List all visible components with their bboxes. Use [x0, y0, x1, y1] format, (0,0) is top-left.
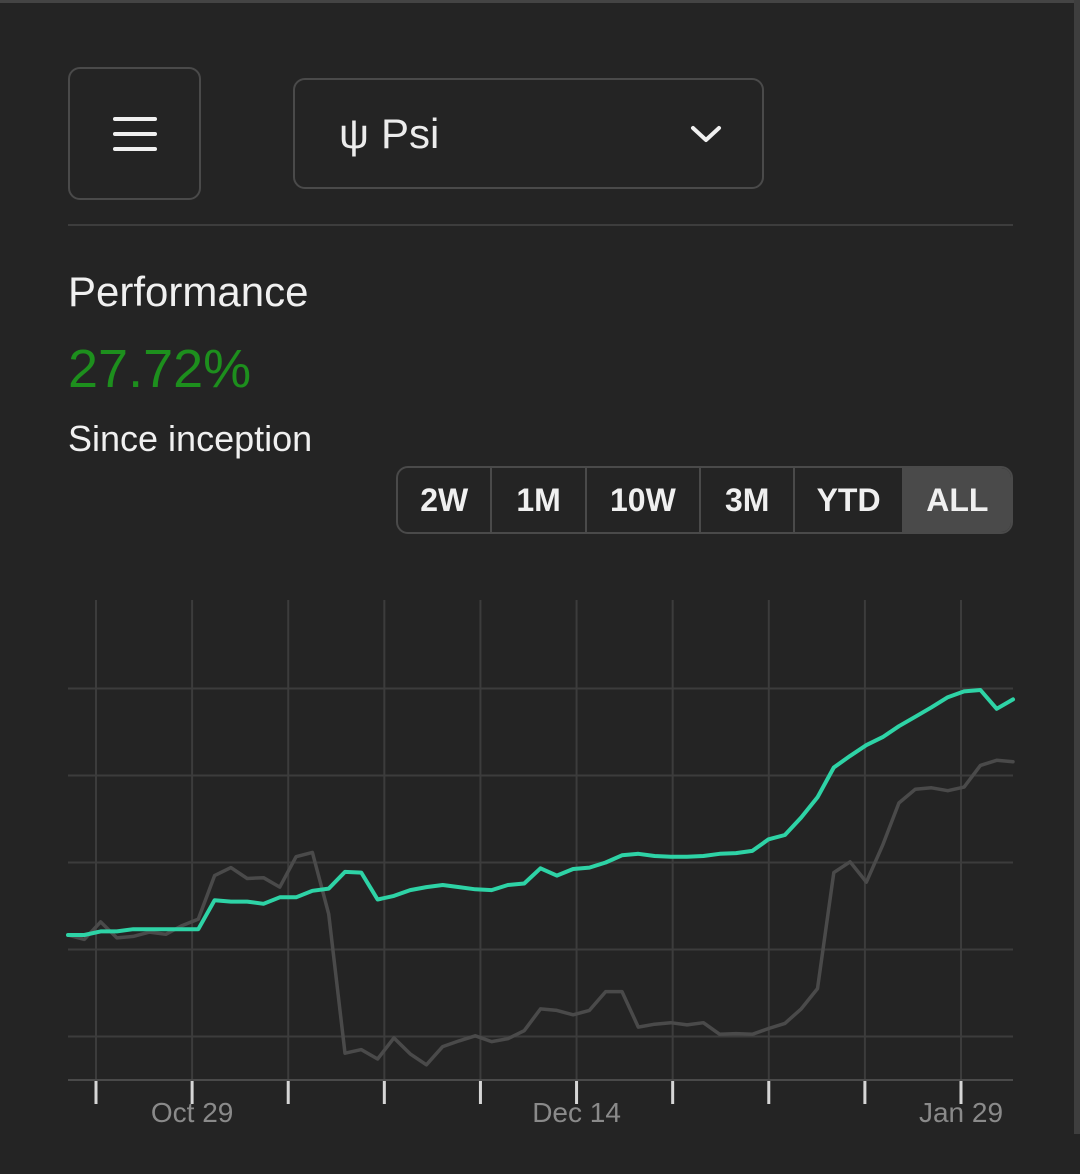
window-top-border: [0, 0, 1080, 3]
range-button-2w[interactable]: 2W: [398, 468, 493, 532]
header-divider: [68, 224, 1013, 226]
performance-subtitle: Since inception: [68, 418, 313, 459]
range-button-1m[interactable]: 1M: [492, 468, 587, 532]
range-button-10w[interactable]: 10W: [587, 468, 702, 532]
x-tick-label: Jan 29: [919, 1097, 1003, 1128]
chart-x-axis: Oct 29 Dec 14 Jan 29: [68, 1079, 1013, 1128]
menu-button[interactable]: [68, 67, 201, 200]
chevron-down-icon: [691, 125, 721, 142]
x-tick-label: Dec 14: [532, 1097, 621, 1128]
performance-value: 27.72%: [68, 339, 252, 399]
hamburger-menu-icon: [112, 116, 157, 151]
range-button-ytd[interactable]: YTD: [795, 468, 904, 532]
range-button-3m[interactable]: 3M: [701, 468, 796, 532]
strategy-label: Psi: [380, 109, 440, 157]
chart-series: [66, 688, 1015, 1067]
range-selector: 2W 1M 10W 3M YTD ALL: [396, 466, 1013, 534]
strategy-symbol: ψ: [339, 109, 369, 157]
strategy-selector[interactable]: ψ Psi: [293, 78, 764, 189]
range-button-all[interactable]: ALL: [903, 468, 1011, 532]
benchmark-line: [66, 758, 1015, 1067]
x-tick-label: Oct 29: [151, 1097, 233, 1128]
window-right-border: [1074, 0, 1080, 1134]
performance-title: Performance: [68, 268, 309, 315]
performance-chart: Oct 29 Dec 14 Jan 29: [66, 600, 1015, 1128]
portfolio-line: [66, 688, 1015, 937]
